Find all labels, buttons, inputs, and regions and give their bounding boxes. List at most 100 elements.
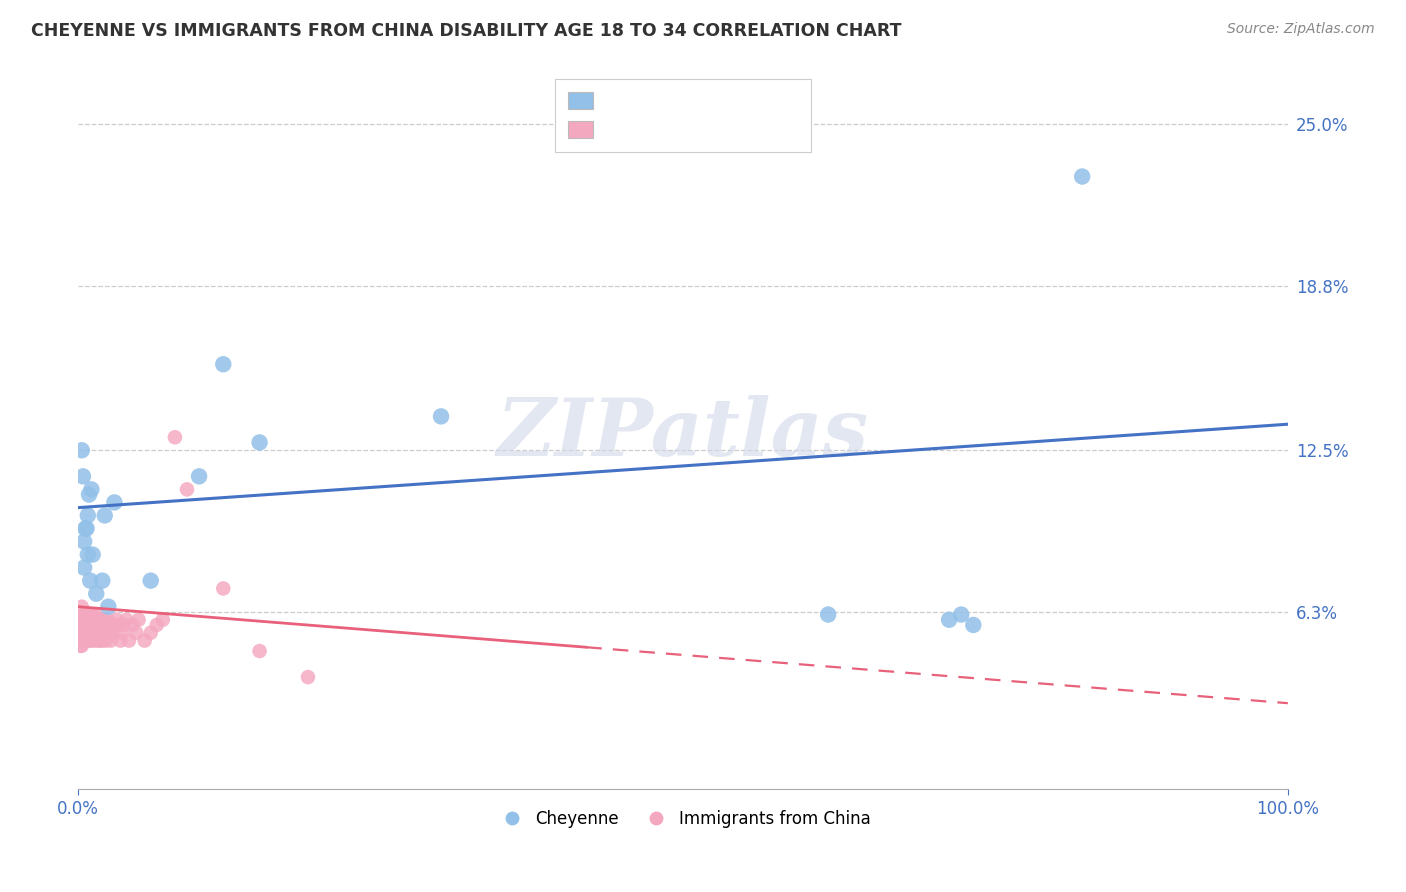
Point <box>962 618 984 632</box>
Point <box>93 508 115 523</box>
Point <box>89 633 111 648</box>
Point <box>163 430 186 444</box>
Point <box>79 607 101 622</box>
Point <box>84 587 107 601</box>
Point <box>69 639 91 653</box>
Point <box>84 607 107 622</box>
Point <box>297 670 319 684</box>
Point <box>118 633 141 648</box>
Point <box>70 613 93 627</box>
Point <box>134 633 156 648</box>
Point <box>1071 169 1094 184</box>
Point <box>121 618 143 632</box>
Point <box>139 625 162 640</box>
Point <box>84 625 107 640</box>
Point <box>75 607 97 622</box>
Point <box>77 613 100 627</box>
Point <box>79 574 101 588</box>
Point <box>76 633 98 648</box>
Point <box>98 618 121 632</box>
Point <box>76 607 98 622</box>
Point <box>97 625 120 640</box>
Point <box>145 618 167 632</box>
Point <box>91 574 114 588</box>
Text: ZIPatlas: ZIPatlas <box>496 394 869 472</box>
Point <box>76 618 98 632</box>
Point <box>73 534 96 549</box>
Point <box>80 483 103 497</box>
Point <box>89 618 111 632</box>
Point <box>950 607 973 622</box>
Point <box>938 613 960 627</box>
Point <box>90 625 112 640</box>
Point <box>84 613 107 627</box>
Point <box>73 625 96 640</box>
Point <box>105 613 128 627</box>
Point <box>112 618 135 632</box>
Point <box>94 633 117 648</box>
Point <box>75 521 97 535</box>
Point <box>84 625 107 640</box>
Point <box>101 625 124 640</box>
Point <box>111 625 134 640</box>
Point <box>73 618 96 632</box>
Point <box>80 613 103 627</box>
Point <box>93 613 115 627</box>
Point <box>80 625 103 640</box>
Point <box>103 618 125 632</box>
Point <box>76 521 98 535</box>
Text: -0.148: -0.148 <box>628 131 693 149</box>
Point <box>86 618 108 632</box>
Point <box>115 613 138 627</box>
Point <box>212 582 235 596</box>
Point <box>76 508 98 523</box>
Point <box>76 618 98 632</box>
Point <box>70 599 93 614</box>
Point <box>73 633 96 648</box>
Point <box>76 548 98 562</box>
Point <box>97 613 120 627</box>
Point <box>817 607 839 622</box>
Point <box>72 469 94 483</box>
Point <box>430 409 453 424</box>
Point <box>70 443 93 458</box>
Point <box>107 618 129 632</box>
Point <box>75 618 97 632</box>
Point <box>125 625 148 640</box>
Point <box>100 633 122 648</box>
Point <box>91 613 114 627</box>
Point <box>87 613 110 627</box>
Text: 75: 75 <box>710 131 734 149</box>
Point <box>139 574 162 588</box>
Point <box>72 618 94 632</box>
Point <box>82 625 104 640</box>
Point <box>77 487 100 501</box>
Point <box>249 644 271 658</box>
Point <box>110 633 132 648</box>
Point <box>93 618 115 632</box>
Point <box>103 495 125 509</box>
Point <box>76 613 98 627</box>
Text: Source: ZipAtlas.com: Source: ZipAtlas.com <box>1227 22 1375 37</box>
Point <box>69 625 91 640</box>
Text: 0.195: 0.195 <box>628 104 692 122</box>
Point <box>97 599 120 614</box>
Point <box>72 633 94 648</box>
Point <box>79 618 101 632</box>
Point <box>73 607 96 622</box>
Point <box>75 625 97 640</box>
Point <box>79 633 101 648</box>
Point <box>86 633 108 648</box>
Point <box>83 613 105 627</box>
Point <box>82 607 104 622</box>
Text: R =: R = <box>600 131 640 149</box>
Point <box>70 625 93 640</box>
Text: N =: N = <box>678 131 730 149</box>
Text: 27: 27 <box>710 104 734 122</box>
Point <box>69 613 91 627</box>
Point <box>73 560 96 574</box>
Point <box>188 469 211 483</box>
Point <box>212 357 235 371</box>
Point <box>249 435 271 450</box>
Text: N =: N = <box>678 104 730 122</box>
